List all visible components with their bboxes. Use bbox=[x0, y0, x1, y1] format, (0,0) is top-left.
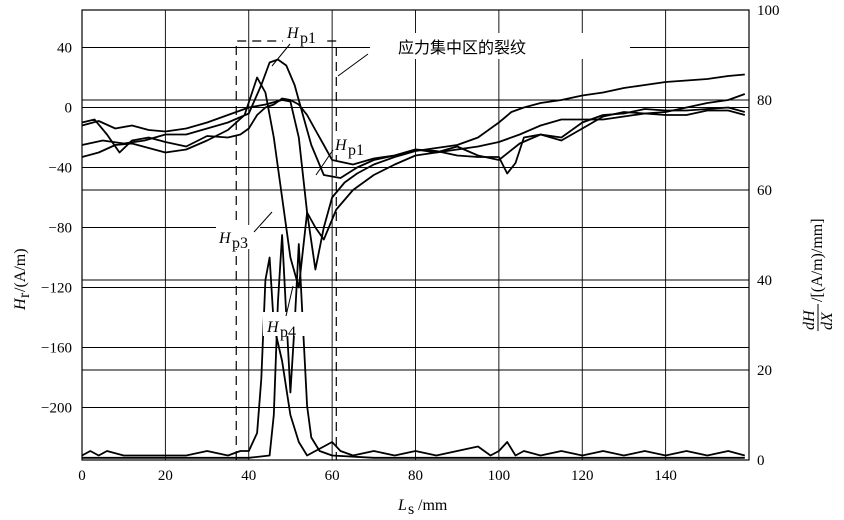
series-line-2 bbox=[81, 76, 746, 289]
hp4-leader bbox=[285, 285, 294, 317]
zone-label-bg bbox=[370, 33, 630, 59]
y-left-tick-label: −120 bbox=[41, 281, 72, 297]
x-tick-label: 20 bbox=[158, 468, 173, 484]
x-axis-label: L s /mm bbox=[397, 497, 448, 518]
x-tick-label: 80 bbox=[408, 468, 423, 484]
hp1-mid-leader bbox=[315, 149, 334, 176]
svg-text:/mm: /mm bbox=[418, 497, 448, 514]
svg-text:p3: p3 bbox=[232, 235, 248, 252]
plot-frame bbox=[81, 9, 750, 461]
x-tick-label: 120 bbox=[571, 468, 594, 484]
y-left-tick-label: 40 bbox=[57, 41, 72, 57]
zone-annotation: 应力集中区的裂纹 bbox=[398, 38, 526, 57]
y-right-tick-label: 80 bbox=[757, 93, 772, 109]
svg-text:dX: dX bbox=[819, 311, 836, 330]
curve-label-hp1-top: H p1 bbox=[283, 20, 323, 47]
y-right-axis-label: dH dX /[(A/m)/mm] bbox=[801, 218, 836, 331]
y-left-tick-labels: 40 0 −40 −80 −120 −160 −200 bbox=[41, 41, 72, 417]
y-left-axis-label: H r /(A/m) bbox=[12, 248, 33, 311]
hp1-top-leader bbox=[271, 43, 291, 67]
x-tick-label: 100 bbox=[488, 468, 511, 484]
svg-text:p1: p1 bbox=[348, 142, 364, 159]
x-tick-label: 60 bbox=[325, 468, 340, 484]
svg-text:H: H bbox=[12, 297, 29, 311]
svg-text:H: H bbox=[334, 137, 348, 154]
y-right-tick-label: 0 bbox=[757, 453, 765, 469]
grid bbox=[82, 10, 749, 460]
curve-label-hp3: H p3 bbox=[216, 225, 260, 252]
series-line-5 bbox=[82, 234, 745, 459]
zone-dashed-box bbox=[235, 40, 337, 460]
svg-text:dH: dH bbox=[801, 309, 818, 330]
svg-text:L: L bbox=[397, 497, 407, 514]
y-left-tick-label: −160 bbox=[41, 341, 72, 357]
y-right-tick-labels: 100 80 60 40 20 0 bbox=[757, 3, 780, 469]
y-right-tick-label: 20 bbox=[757, 363, 772, 379]
svg-text:H: H bbox=[218, 230, 232, 247]
svg-text:/[(A/m)/mm]: /[(A/m)/mm] bbox=[809, 218, 826, 302]
series-line-0 bbox=[81, 58, 746, 179]
curve-label-hp1-mid: H p1 bbox=[333, 133, 373, 159]
svg-text:H: H bbox=[266, 319, 280, 336]
x-tick-label: 140 bbox=[654, 468, 677, 484]
hp3-leader bbox=[253, 211, 273, 233]
svg-text:/(A/m): /(A/m) bbox=[12, 248, 29, 292]
y-left-tick-label: −200 bbox=[41, 401, 72, 417]
y-right-tick-label: 100 bbox=[757, 3, 780, 19]
series-line-4 bbox=[81, 256, 746, 457]
svg-text:r: r bbox=[16, 292, 33, 298]
x-tick-labels: 0 20 40 60 80 100 120 140 bbox=[78, 468, 677, 484]
y-left-tick-label: −40 bbox=[49, 161, 72, 177]
y-left-tick-label: 0 bbox=[65, 101, 73, 117]
svg-text:s: s bbox=[408, 501, 414, 518]
x-tick-label: 0 bbox=[78, 468, 86, 484]
y-right-tick-label: 60 bbox=[757, 183, 772, 199]
series-line-3 bbox=[81, 97, 746, 175]
curve-label-hp4: H p4 bbox=[263, 312, 305, 341]
svg-text:H: H bbox=[286, 25, 300, 42]
curves bbox=[81, 58, 746, 459]
y-right-tick-label: 40 bbox=[757, 273, 772, 289]
series-line-1 bbox=[81, 73, 745, 271]
stress-zone bbox=[235, 40, 337, 460]
x-tick-label: 40 bbox=[241, 468, 256, 484]
y-left-tick-label: −80 bbox=[49, 221, 72, 237]
svg-text:p4: p4 bbox=[280, 324, 296, 341]
svg-text:p1: p1 bbox=[300, 30, 316, 47]
zone-leader bbox=[337, 53, 369, 77]
